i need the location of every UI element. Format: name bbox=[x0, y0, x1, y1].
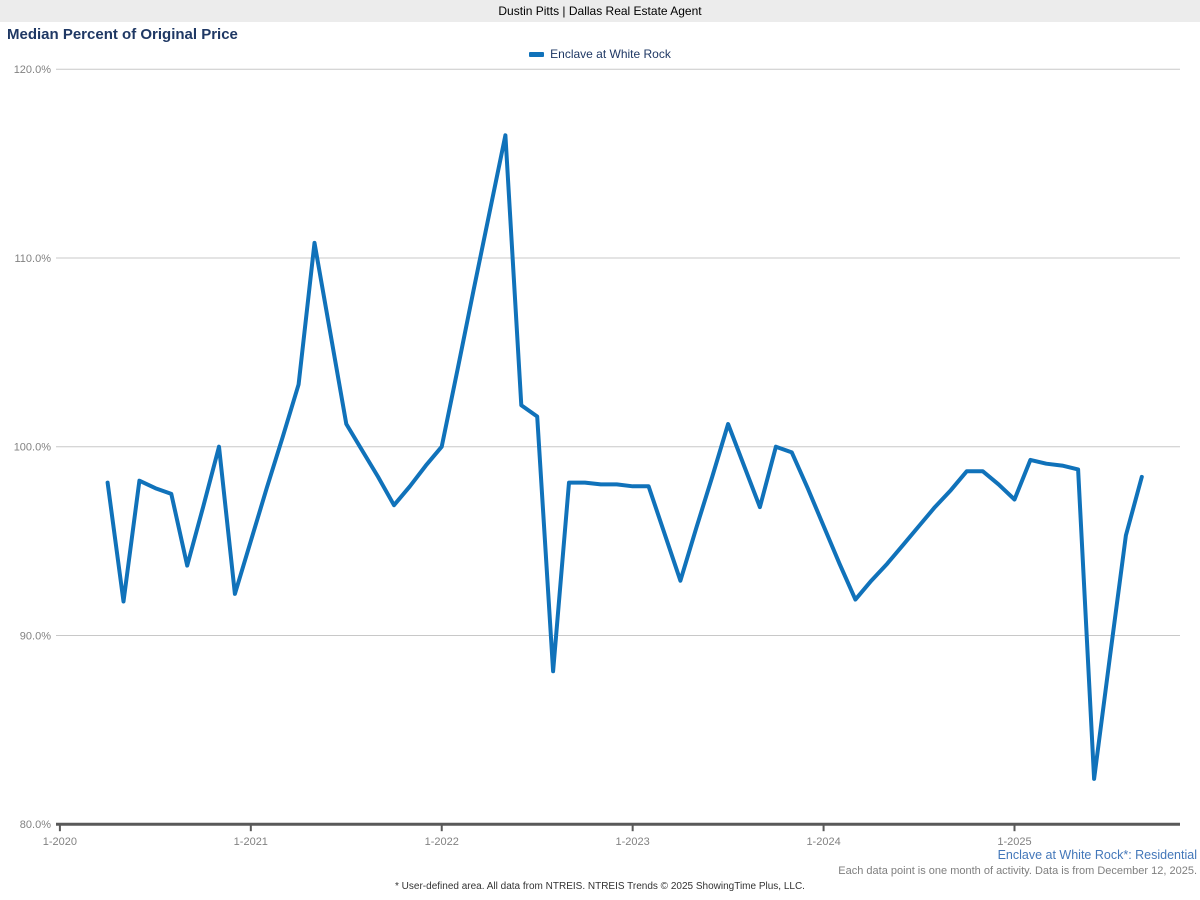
svg-text:1-2022: 1-2022 bbox=[425, 836, 459, 848]
svg-text:1-2023: 1-2023 bbox=[616, 836, 650, 848]
svg-text:1-2025: 1-2025 bbox=[997, 836, 1031, 848]
footer-disclaimer: * User-defined area. All data from NTREI… bbox=[395, 881, 805, 892]
svg-text:80.0%: 80.0% bbox=[20, 819, 51, 831]
legend-line-marker-icon bbox=[529, 51, 545, 57]
svg-text:90.0%: 90.0% bbox=[20, 630, 51, 642]
svg-text:1-2021: 1-2021 bbox=[234, 836, 268, 848]
chart-legend: Enclave at White Rock bbox=[0, 47, 1200, 61]
header-title: Dustin Pitts | Dallas Real Estate Agent bbox=[498, 4, 702, 18]
svg-text:110.0%: 110.0% bbox=[15, 253, 52, 265]
svg-text:1-2024: 1-2024 bbox=[806, 836, 840, 848]
line-chart: 120.0% 110.0% 100.0% 90.0% 80.0% 1-2020 1-2021… bbox=[14, 64, 1180, 848]
legend-label: Enclave at White Rock bbox=[550, 47, 671, 61]
svg-text:100.0%: 100.0% bbox=[14, 442, 52, 454]
svg-text:120.0%: 120.0% bbox=[14, 64, 52, 76]
footer-data-note: Each data point is one month of activity… bbox=[838, 865, 1197, 877]
chart-title: Median Percent of Original Price bbox=[7, 26, 238, 43]
svg-text:1-2020: 1-2020 bbox=[43, 836, 77, 848]
header-bar: Dustin Pitts | Dallas Real Estate Agent bbox=[0, 0, 1200, 22]
footer-series-note: Enclave at White Rock*: Residential bbox=[997, 848, 1197, 862]
